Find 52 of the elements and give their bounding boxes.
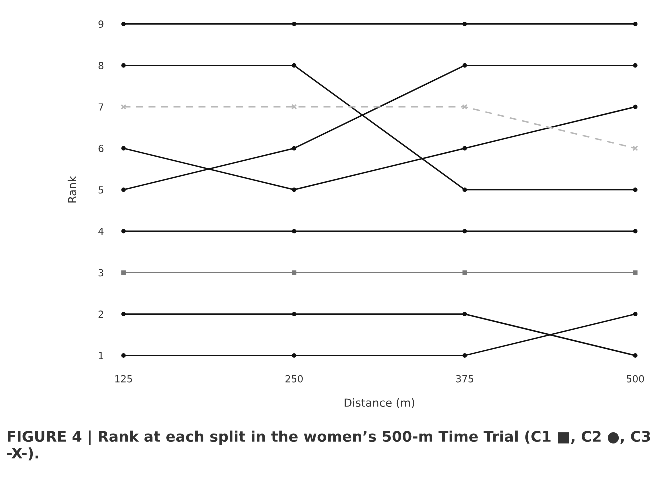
point (462, 63, 468, 68)
point (462, 229, 468, 234)
point (462, 146, 468, 151)
point (633, 270, 638, 276)
point (122, 22, 126, 26)
point (122, 63, 126, 68)
y-tick-label: 3 (98, 269, 104, 277)
point (122, 270, 126, 276)
x-tick-label: 125 (116, 375, 132, 383)
y-tick-label: 7 (98, 104, 104, 111)
point (633, 229, 638, 234)
point (462, 22, 468, 26)
caption: FIGURE 4 | Rank at each split in the women’s 500-m Time Trial (C1 ■, C2 ●, C3 -X-). (7, 430, 650, 461)
point (292, 270, 297, 276)
y-tick-label: 5 (98, 186, 104, 194)
y-tick-label: 1 (99, 352, 104, 360)
y-tick-label: 8 (98, 62, 104, 70)
point (122, 312, 126, 317)
point (292, 188, 297, 192)
y-tick-label: 6 (98, 145, 104, 152)
point (122, 229, 126, 234)
point (292, 229, 297, 234)
point (462, 312, 468, 317)
point (292, 312, 297, 317)
point (292, 146, 297, 151)
point (633, 312, 638, 317)
point (633, 188, 638, 192)
point (633, 354, 638, 358)
y-tick-label: 4 (98, 228, 104, 236)
point (462, 354, 468, 358)
point (122, 354, 126, 358)
x-tick-label: 375 (456, 375, 474, 383)
y-tick-label: 9 (98, 20, 104, 28)
point (292, 354, 297, 358)
point (633, 63, 638, 68)
x-axis-title: Distance (m) (344, 398, 415, 408)
point (122, 146, 126, 151)
point (462, 270, 468, 276)
point (462, 104, 468, 110)
x-tick-label: 500 (627, 375, 644, 383)
point (292, 22, 297, 26)
y-tick-label: 2 (98, 310, 104, 318)
point (462, 188, 468, 192)
point (292, 104, 298, 110)
point (633, 22, 638, 26)
point (292, 63, 297, 68)
y-axis-title: Rank (68, 176, 77, 203)
x-tick-label: 250 (286, 375, 303, 383)
point (122, 188, 126, 192)
point (632, 146, 638, 152)
point (633, 104, 638, 110)
point (120, 104, 127, 110)
